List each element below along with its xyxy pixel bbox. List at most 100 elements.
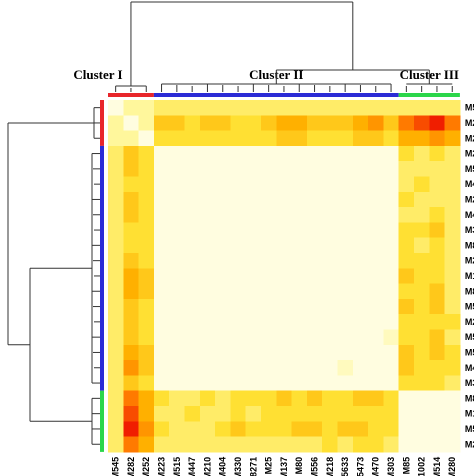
heatmap-cell xyxy=(291,176,308,193)
heatmap-cell xyxy=(153,406,170,422)
heatmap-cell xyxy=(414,222,430,239)
heatmap-cell xyxy=(337,115,354,131)
heatmap-cell xyxy=(245,237,262,254)
heatmap-cell xyxy=(261,191,277,208)
heatmap-cell xyxy=(153,191,170,208)
heatmap-cell xyxy=(368,191,384,208)
heatmap-cell xyxy=(444,390,461,407)
heatmap-cell xyxy=(429,268,445,284)
heatmap-cell xyxy=(398,390,415,407)
heatmap-cell xyxy=(276,268,292,284)
heatmap-cell xyxy=(414,421,430,437)
heatmap-cell xyxy=(276,344,292,361)
heatmap-cell xyxy=(108,436,124,453)
heatmap-cell xyxy=(322,390,338,407)
heatmap-cell xyxy=(337,161,354,177)
heatmap-cell xyxy=(215,406,231,422)
heatmap-cell xyxy=(230,406,247,422)
heatmap-cell xyxy=(337,329,354,346)
heatmap-cell xyxy=(230,207,247,223)
heatmap-cell xyxy=(306,176,323,193)
row-label: M303 xyxy=(465,378,474,388)
heatmap-cell xyxy=(429,344,445,361)
heatmap-cell xyxy=(245,344,262,361)
heatmap-cell xyxy=(153,436,170,453)
heatmap-cell xyxy=(199,100,216,116)
heatmap-cell xyxy=(230,268,247,284)
heatmap-cell xyxy=(199,344,216,361)
heatmap-cell xyxy=(230,436,247,453)
heatmap-cell xyxy=(398,421,415,437)
row-label: M1002 xyxy=(465,409,474,419)
heatmap-cell xyxy=(138,207,155,223)
heatmap-cell xyxy=(368,329,384,346)
heatmap-cell xyxy=(153,130,170,147)
heatmap-cell xyxy=(444,222,461,239)
heatmap-cell xyxy=(138,176,155,193)
heatmap-cell xyxy=(215,314,231,330)
heatmap-cell xyxy=(123,390,139,407)
heatmap-cell xyxy=(306,329,323,346)
heatmap-cell xyxy=(199,237,216,254)
heatmap-cell xyxy=(261,161,277,177)
heatmap-cell xyxy=(337,222,354,239)
heatmap-cell xyxy=(429,145,445,162)
heatmap-cell xyxy=(169,222,185,239)
heatmap-cell xyxy=(291,161,308,177)
heatmap-cell xyxy=(215,130,231,147)
heatmap-cell xyxy=(291,390,308,407)
row-label: M218 xyxy=(465,317,474,327)
heatmap-cell xyxy=(414,406,430,422)
heatmap-cell xyxy=(444,406,461,422)
heatmap-cell xyxy=(383,436,400,453)
heatmap-cell xyxy=(368,207,384,223)
heatmap-cell xyxy=(383,161,400,177)
heatmap-cell xyxy=(383,207,400,223)
heatmap-cell xyxy=(352,406,369,422)
heatmap-cell xyxy=(169,176,185,193)
heatmap-cell xyxy=(138,100,155,116)
heatmap-cell xyxy=(322,237,338,254)
heatmap-cell xyxy=(383,100,400,116)
heatmap-cell xyxy=(123,360,139,376)
heatmap-cell xyxy=(276,115,292,131)
heatmap-cell xyxy=(322,344,338,361)
column-label: M280 xyxy=(447,457,457,476)
heatmap-cell xyxy=(291,360,308,376)
heatmap-cell xyxy=(276,298,292,315)
heatmap-cell xyxy=(444,421,461,437)
heatmap-cell xyxy=(199,390,216,407)
row-label: M280 xyxy=(465,439,474,449)
heatmap-cell xyxy=(444,115,461,131)
heatmap-cell xyxy=(383,283,400,300)
heatmap-cell xyxy=(306,406,323,422)
heatmap-cell xyxy=(368,344,384,361)
heatmap-cell xyxy=(184,237,201,254)
heatmap-cell xyxy=(184,421,201,437)
heatmap-cell xyxy=(429,161,445,177)
heatmap-cell xyxy=(322,253,338,269)
heatmap-cell xyxy=(429,100,445,116)
heatmap-cell xyxy=(276,100,292,116)
heatmap-cell xyxy=(261,390,277,407)
heatmap-cell xyxy=(230,253,247,269)
heatmap-cell xyxy=(199,406,216,422)
heatmap-cell xyxy=(322,100,338,116)
heatmap-cell xyxy=(215,298,231,315)
heatmap-cell xyxy=(306,145,323,162)
heatmap-cell xyxy=(429,207,445,223)
heatmap-cell xyxy=(306,207,323,223)
heatmap-cell xyxy=(153,390,170,407)
heatmap-cell xyxy=(153,207,170,223)
heatmap-cell xyxy=(444,176,461,193)
heatmap-cell xyxy=(138,237,155,254)
row-label: M137 xyxy=(465,271,474,281)
heatmap-cell xyxy=(123,421,139,437)
heatmap-cell xyxy=(215,268,231,284)
heatmap-cell xyxy=(383,344,400,361)
heatmap-cell xyxy=(215,360,231,376)
heatmap-cell xyxy=(230,314,247,330)
heatmap-cell xyxy=(352,100,369,116)
heatmap-cell xyxy=(368,283,384,300)
heatmap-cell xyxy=(123,161,139,177)
